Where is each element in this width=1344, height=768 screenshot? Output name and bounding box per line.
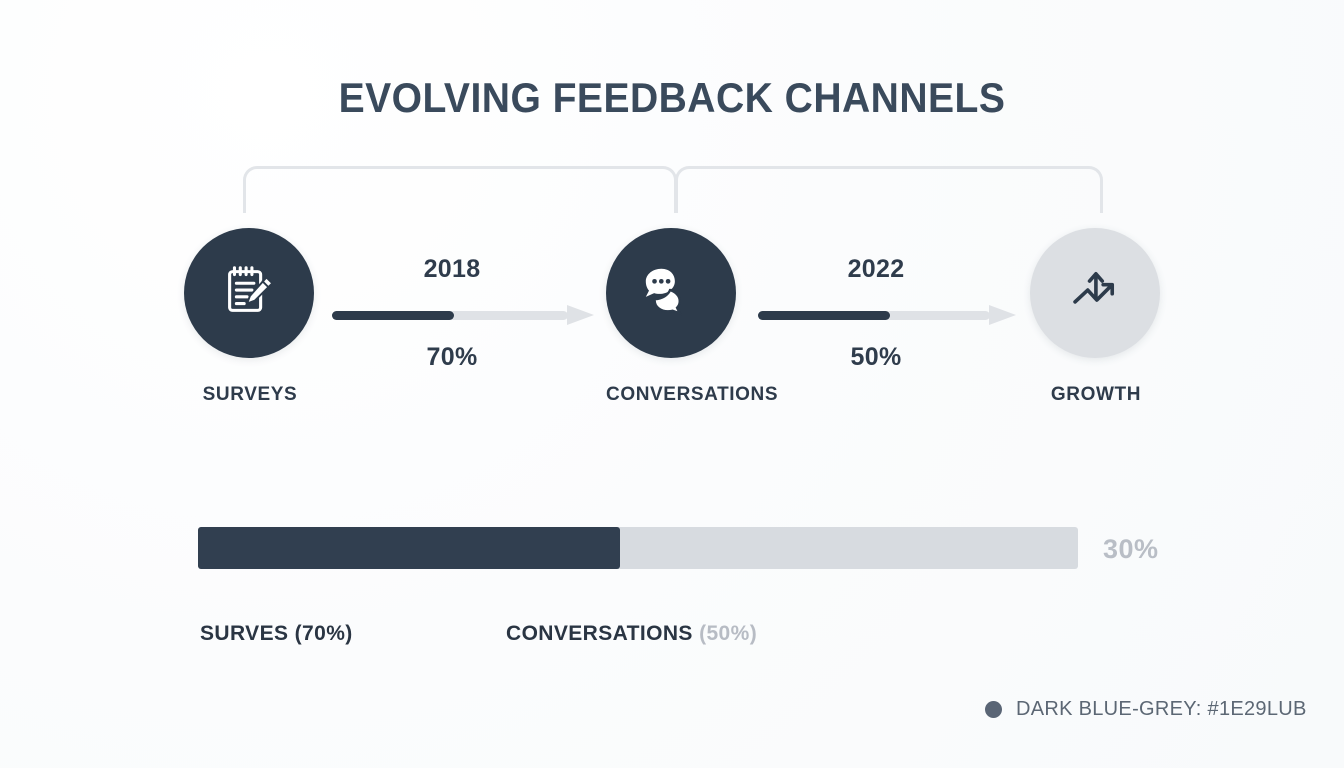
flow-node-surveys[interactable]: SURVEYS xyxy=(184,228,316,406)
flow-connector-first: 2018 70% xyxy=(332,255,594,371)
connector-year-2018: 2018 xyxy=(423,255,481,283)
connector-fill xyxy=(758,311,890,320)
flow-node-conversations[interactable]: CONVERSATIONS xyxy=(606,228,779,406)
flow-node-growth[interactable]: GROWTH xyxy=(1030,228,1162,406)
flow-node-conversations-circle xyxy=(606,228,736,358)
flow-node-surveys-circle xyxy=(184,228,314,358)
flow-node-growth-label: GROWTH xyxy=(1050,384,1142,405)
connector-year-2022: 2022 xyxy=(847,255,905,283)
legend-item-conversations: CONVERSATIONS (50%) xyxy=(506,622,757,646)
page-title: EVOLVING FEEDBACK CHANNELS xyxy=(338,74,1006,121)
connector-percent-70: 70% xyxy=(426,343,478,371)
flow-node-growth-circle xyxy=(1030,228,1160,358)
legend-item-value: (50%) xyxy=(699,622,758,645)
notepad-pencil-icon xyxy=(218,260,280,327)
progress-bar-track xyxy=(198,527,1078,569)
flow-node-surveys-label: SURVEYS xyxy=(202,384,298,405)
connector-fill xyxy=(332,311,454,320)
progress-bar-fill xyxy=(198,527,621,569)
chat-bubbles-icon xyxy=(640,260,702,327)
bracket-arc-second xyxy=(675,166,1103,213)
progress-bar[interactable]: 30% xyxy=(198,527,1198,569)
bracket-arc-first xyxy=(243,166,677,213)
legend-item-name: CONVERSATIONS xyxy=(506,622,693,645)
flow-connector-second: 2022 50% xyxy=(758,255,1016,371)
connector-arrow-first xyxy=(332,305,594,325)
progress-bar-label: 30% xyxy=(1103,534,1159,564)
trend-up-arrow-icon xyxy=(1066,262,1124,325)
arrow-head-icon xyxy=(567,305,594,325)
color-swatch-dot-icon xyxy=(985,701,1002,718)
arrow-head-icon xyxy=(989,305,1016,325)
legend-item-name: SURVES xyxy=(200,622,289,645)
connector-arrow-second xyxy=(758,305,1016,325)
flow-diagram: SURVEYS 2018 70% xyxy=(0,228,1344,428)
connector-percent-50: 50% xyxy=(850,343,902,371)
flow-node-conversations-label: CONVERSATIONS xyxy=(606,384,779,405)
legend-item-surveys: SURVES (70%) xyxy=(200,622,353,646)
legend-item-value: (70%) xyxy=(294,622,353,645)
color-swatch-footer: DARK BLUE-GREY: #1E29LUB xyxy=(985,698,1307,721)
color-swatch-label: DARK BLUE-GREY: #1E29LUB xyxy=(1016,698,1307,720)
